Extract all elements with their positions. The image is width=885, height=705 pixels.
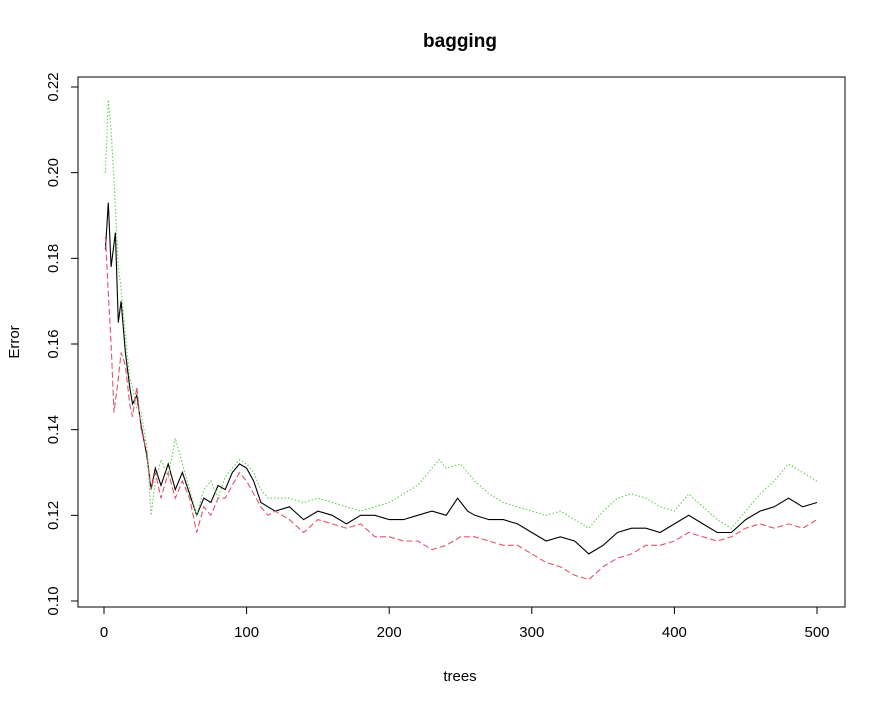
y-tick-label: 0.14: [45, 415, 62, 444]
x-axis: 0 100 200 300 400 500: [100, 606, 830, 641]
y-tick-label: 0.12: [45, 501, 62, 530]
series-line-1: [104, 202, 818, 555]
x-tick-label: 300: [519, 624, 544, 641]
y-tick-label: 0.16: [45, 329, 62, 358]
x-tick-label: 500: [804, 624, 829, 641]
y-tick-label: 0.20: [45, 158, 62, 187]
plot-frame: [77, 76, 846, 608]
x-axis-label: trees: [443, 668, 476, 685]
y-tick-label: 0.18: [45, 244, 62, 273]
y-axis-label: Error: [6, 325, 23, 358]
x-tick-label: 0: [100, 624, 108, 641]
series-line-3: [104, 99, 818, 529]
chart-title: bagging: [423, 31, 497, 52]
x-tick-label: 200: [377, 624, 402, 641]
y-tick-label: 0.10: [45, 586, 62, 615]
x-tick-label: 100: [234, 624, 259, 641]
series-layer: [104, 99, 818, 581]
y-tick-label: 0.22: [45, 72, 62, 101]
y-axis: 0.10 0.12 0.14 0.16 0.18 0.20 0.22: [45, 72, 79, 616]
x-tick-label: 400: [662, 624, 687, 641]
